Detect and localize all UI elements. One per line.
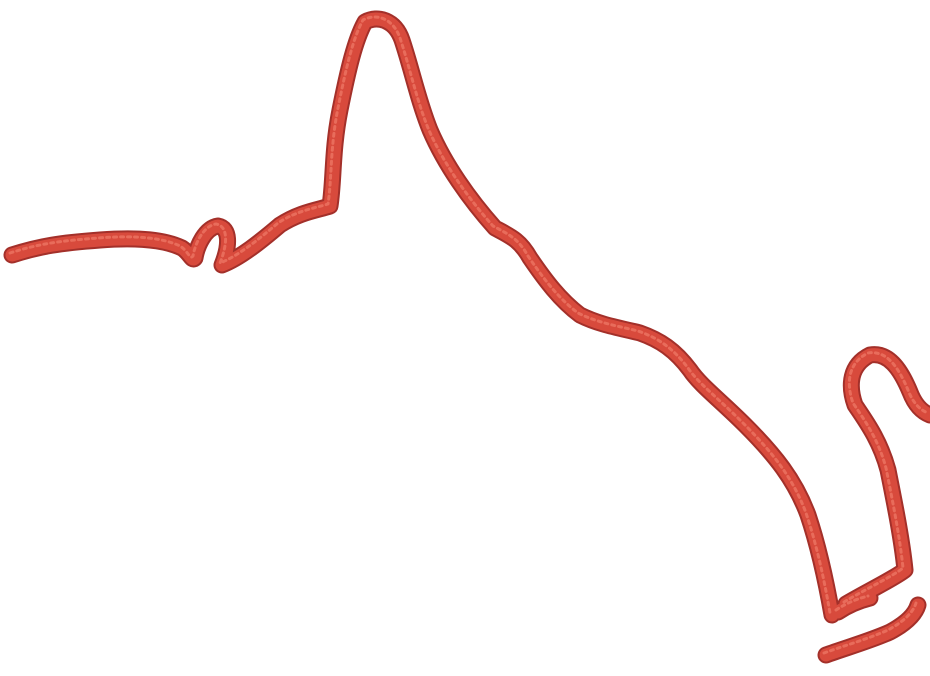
thread [12, 19, 930, 655]
thread-highlight [8, 15, 930, 655]
thread-outline [12, 19, 930, 655]
